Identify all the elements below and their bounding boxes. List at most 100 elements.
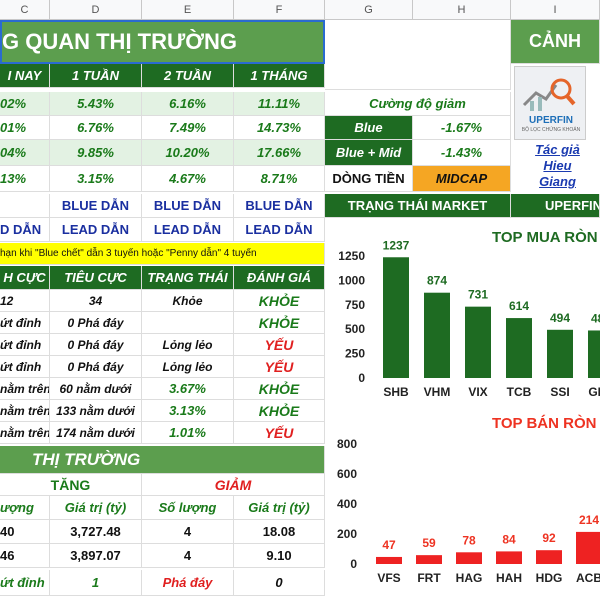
market-cell[interactable]: 9.10 — [234, 544, 325, 568]
column-header-d[interactable]: D — [50, 0, 142, 20]
status-cell[interactable] — [142, 312, 234, 334]
data-label: 487 — [591, 311, 600, 325]
author-line-3: Giang — [539, 174, 576, 189]
perf-cell[interactable]: 10.20% — [142, 140, 234, 166]
bar-vix — [465, 306, 491, 378]
perf-cell[interactable]: 02% — [0, 92, 50, 116]
market-cell[interactable]: 40 — [0, 520, 50, 544]
bar-vfs — [376, 556, 402, 564]
y-tick-label: 800 — [337, 437, 357, 451]
author-link[interactable]: Tác giả Hieu Giang — [520, 142, 595, 192]
status-header-state: TRẠNG THÁI — [142, 266, 234, 290]
status-cell[interactable]: KHỎE — [234, 312, 325, 334]
title-gap-cell[interactable] — [325, 20, 511, 90]
lead-cell[interactable]: BLUE DẪN — [234, 194, 325, 218]
column-header-f[interactable]: F — [234, 0, 325, 20]
bottom-breakout-label: ứt đỉnh — [0, 570, 50, 596]
lead-cell[interactable]: D DẪN — [0, 218, 50, 242]
status-cell[interactable]: KHỎE — [234, 400, 325, 422]
chart-background — [325, 408, 600, 593]
status-cell[interactable]: Lỏng lẻo — [142, 356, 234, 378]
money-flow-value[interactable]: MIDCAP — [413, 166, 511, 192]
perf-cell[interactable]: 9.85% — [50, 140, 142, 166]
bar-hag — [456, 552, 482, 564]
top-sell-chart[interactable]: TOP BÁN RÒN 0 200 400 600 800 47 VFS 59 FRT 78 HAG 8… — [325, 408, 600, 593]
bottom-breakout-value[interactable]: 1 — [50, 570, 142, 596]
status-cell[interactable]: 133 nằm dưới — [50, 400, 142, 422]
lead-cell[interactable]: BLUE DẪN — [50, 194, 142, 218]
status-cell[interactable]: 3.67% — [142, 378, 234, 400]
uperfin-logo[interactable]: UPERFIN BỘ LỌC CHỨNG KHOÁN — [514, 66, 586, 140]
column-header-c[interactable]: C — [0, 0, 50, 20]
perf-cell[interactable]: 17.66% — [234, 140, 325, 166]
status-cell[interactable]: nằm trên — [0, 422, 50, 444]
market-cell[interactable]: 3,897.07 — [50, 544, 142, 568]
bottom-breakdown-value[interactable]: 0 — [234, 570, 325, 596]
market-cell[interactable]: 4 — [142, 520, 234, 544]
x-tick-label: SHB — [383, 385, 409, 399]
perf-cell[interactable]: 01% — [0, 116, 50, 140]
perf-cell[interactable]: 5.43% — [50, 92, 142, 116]
status-cell[interactable]: Lỏng lẻo — [142, 334, 234, 356]
status-cell[interactable]: 12 — [0, 290, 50, 312]
y-tick-label: 500 — [345, 322, 365, 336]
lead-cell[interactable]: LEAD DẪN — [142, 218, 234, 242]
lead-cell[interactable]: LEAD DẪN — [50, 218, 142, 242]
status-cell[interactable]: 34 — [50, 290, 142, 312]
perf-cell[interactable]: 13% — [0, 166, 50, 192]
status-cell[interactable]: nằm trên — [0, 378, 50, 400]
status-cell[interactable]: ứt đỉnh — [0, 334, 50, 356]
market-cell[interactable]: 4 — [142, 544, 234, 568]
strength-value-blue[interactable]: -1.67% — [413, 116, 511, 140]
status-cell[interactable]: YẾU — [234, 356, 325, 378]
bar-hdg — [536, 550, 562, 564]
status-cell[interactable]: ứt đỉnh — [0, 356, 50, 378]
perf-cell[interactable]: 04% — [0, 140, 50, 166]
market-cell[interactable]: 3,727.48 — [50, 520, 142, 544]
perf-cell[interactable]: 6.76% — [50, 116, 142, 140]
column-header-h[interactable]: H — [413, 0, 511, 20]
perf-cell[interactable]: 14.73% — [234, 116, 325, 140]
status-cell[interactable]: 60 nằm dưới — [50, 378, 142, 400]
perf-cell[interactable]: 3.15% — [50, 166, 142, 192]
status-cell[interactable]: KHỎE — [234, 378, 325, 400]
period-header-2w: 2 TUẦN — [142, 64, 234, 88]
column-header-i[interactable]: I — [511, 0, 600, 20]
status-cell[interactable]: 0 Phá đáy — [50, 312, 142, 334]
column-header-e[interactable]: E — [142, 0, 234, 20]
status-cell[interactable]: Khỏe — [142, 290, 234, 312]
top-buy-chart[interactable]: TOP MUA RÒN 0 250 500 750 1000 1250 1237 SHB 874 V… — [325, 220, 600, 405]
status-cell[interactable]: ứt đỉnh — [0, 312, 50, 334]
x-tick-label: VHM — [424, 385, 451, 399]
x-tick-label: HAH — [496, 571, 522, 585]
perf-cell[interactable]: 11.11% — [234, 92, 325, 116]
tang-label: TĂNG — [0, 474, 142, 496]
lead-cell[interactable] — [0, 194, 50, 218]
data-label: 614 — [509, 299, 529, 313]
period-header-today: I NAY — [0, 64, 50, 88]
market-cell[interactable]: 46 — [0, 544, 50, 568]
data-label: 92 — [542, 531, 556, 545]
data-label: 494 — [550, 311, 570, 325]
status-cell[interactable]: 1.01% — [142, 422, 234, 444]
status-cell[interactable]: nằm trên — [0, 400, 50, 422]
status-cell[interactable]: YẾU — [234, 422, 325, 444]
lead-cell[interactable]: BLUE DẪN — [142, 194, 234, 218]
perf-cell[interactable]: 8.71% — [234, 166, 325, 192]
y-tick-label: 1250 — [338, 249, 365, 263]
perf-cell[interactable]: 4.67% — [142, 166, 234, 192]
perf-cell[interactable]: 7.49% — [142, 116, 234, 140]
status-cell[interactable]: YẾU — [234, 334, 325, 356]
strength-value-bluemid[interactable]: -1.43% — [413, 140, 511, 166]
status-cell[interactable]: 3.13% — [142, 400, 234, 422]
subheader-qty-up: ượng — [0, 496, 50, 520]
market-cell[interactable]: 18.08 — [234, 520, 325, 544]
status-cell[interactable]: KHỎE — [234, 290, 325, 312]
status-cell[interactable]: 0 Phá đáy — [50, 356, 142, 378]
y-tick-label: 0 — [350, 557, 357, 571]
status-cell[interactable]: 0 Phá đáy — [50, 334, 142, 356]
column-header-g[interactable]: G — [325, 0, 413, 20]
perf-cell[interactable]: 6.16% — [142, 92, 234, 116]
lead-cell[interactable]: LEAD DẪN — [234, 218, 325, 242]
status-cell[interactable]: 174 nằm dưới — [50, 422, 142, 444]
